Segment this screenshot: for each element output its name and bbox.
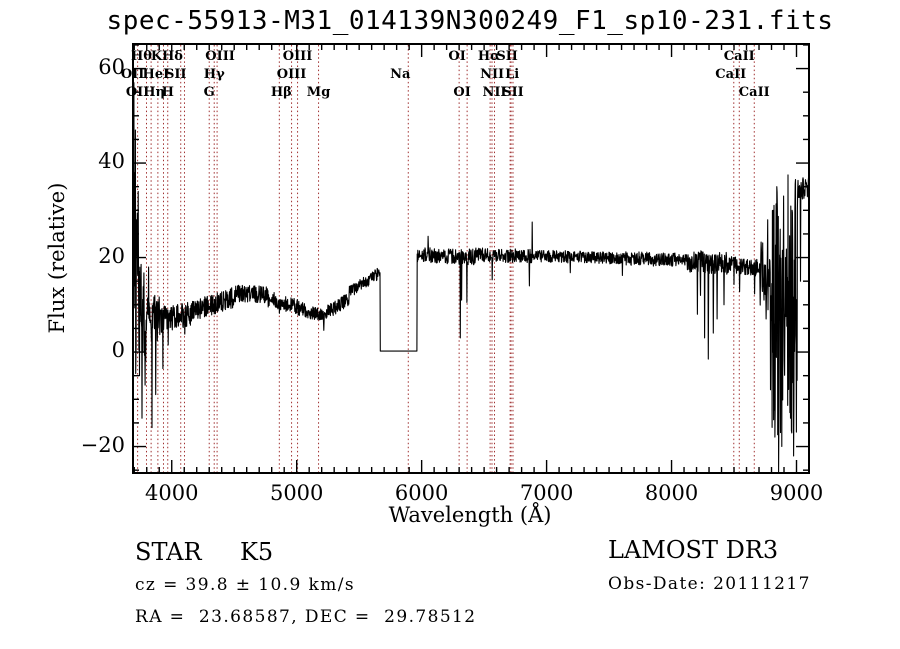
- spectral-line-label: CaII: [723, 49, 755, 64]
- spectral-line-label: OI: [453, 85, 471, 100]
- spectral-line-label: OIII: [276, 67, 307, 82]
- cz-value: cz = 39.8 ± 10.9 km/s: [135, 575, 355, 595]
- y-tick-label: 60: [98, 54, 125, 79]
- ra-dec-value: RA = 23.68587, DEC = 29.78512: [135, 607, 477, 627]
- x-tick-label: 4000: [145, 481, 199, 505]
- spectral-line-label: Hη: [143, 85, 165, 100]
- spectral-line-label: G: [203, 85, 215, 100]
- object-subclass: K5: [240, 538, 274, 566]
- spectral-line-label: H: [161, 85, 174, 100]
- x-tick-label: 5000: [269, 481, 324, 505]
- x-axis-label: Wavelength (Å): [388, 503, 552, 527]
- spectral-line-label: NII: [480, 67, 505, 82]
- y-tick-label: −20: [80, 432, 125, 457]
- spectral-line-label: Hγ: [203, 67, 225, 82]
- x-tick-label: 8000: [644, 481, 699, 505]
- spectral-line-label: OII: [120, 67, 145, 82]
- spectral-line-label: Hθ: [131, 49, 152, 64]
- spectrum-curve: [132, 82, 810, 473]
- spectral-line-label: SII: [164, 67, 187, 82]
- x-tick-label: 9000: [769, 481, 824, 505]
- spectral-line-label: OIII: [205, 49, 235, 64]
- y-tick-label: 0: [111, 338, 125, 363]
- spectral-line-label: OII: [125, 85, 150, 100]
- spectral-line-label: CaII: [715, 67, 747, 82]
- spectral-line-label: K: [150, 49, 163, 64]
- x-tick-label: 6000: [394, 481, 449, 505]
- spectral-line-label: Mg: [306, 85, 331, 100]
- spectral-line-label: Na: [390, 67, 411, 82]
- spectral-line-label: HeI: [142, 67, 170, 82]
- spectral-line-label: Hα: [477, 49, 501, 64]
- spectral-line-label: OIII: [282, 49, 313, 64]
- spectral-line-label: OI: [448, 49, 466, 64]
- y-tick-label: 40: [98, 149, 125, 174]
- y-tick-label: 20: [98, 243, 125, 268]
- page-title: spec-55913-M31_014139N300249_F1_sp10-231…: [106, 6, 834, 36]
- spectral-line-label: Li: [505, 67, 520, 82]
- spectral-line-label: SII: [496, 49, 518, 64]
- spectral-line-label: CaII: [738, 85, 770, 100]
- x-tick-label: 7000: [519, 481, 574, 505]
- spectral-line-label: Hδ: [161, 49, 183, 64]
- object-class: STAR: [135, 538, 202, 566]
- survey-release: LAMOST DR3: [608, 536, 779, 564]
- spectral-line-label: Hβ: [270, 85, 292, 100]
- spectral-line-label: SII: [502, 85, 524, 100]
- obs-date: Obs-Date: 20111217: [608, 574, 811, 594]
- spectral-line-label: NII: [482, 85, 507, 100]
